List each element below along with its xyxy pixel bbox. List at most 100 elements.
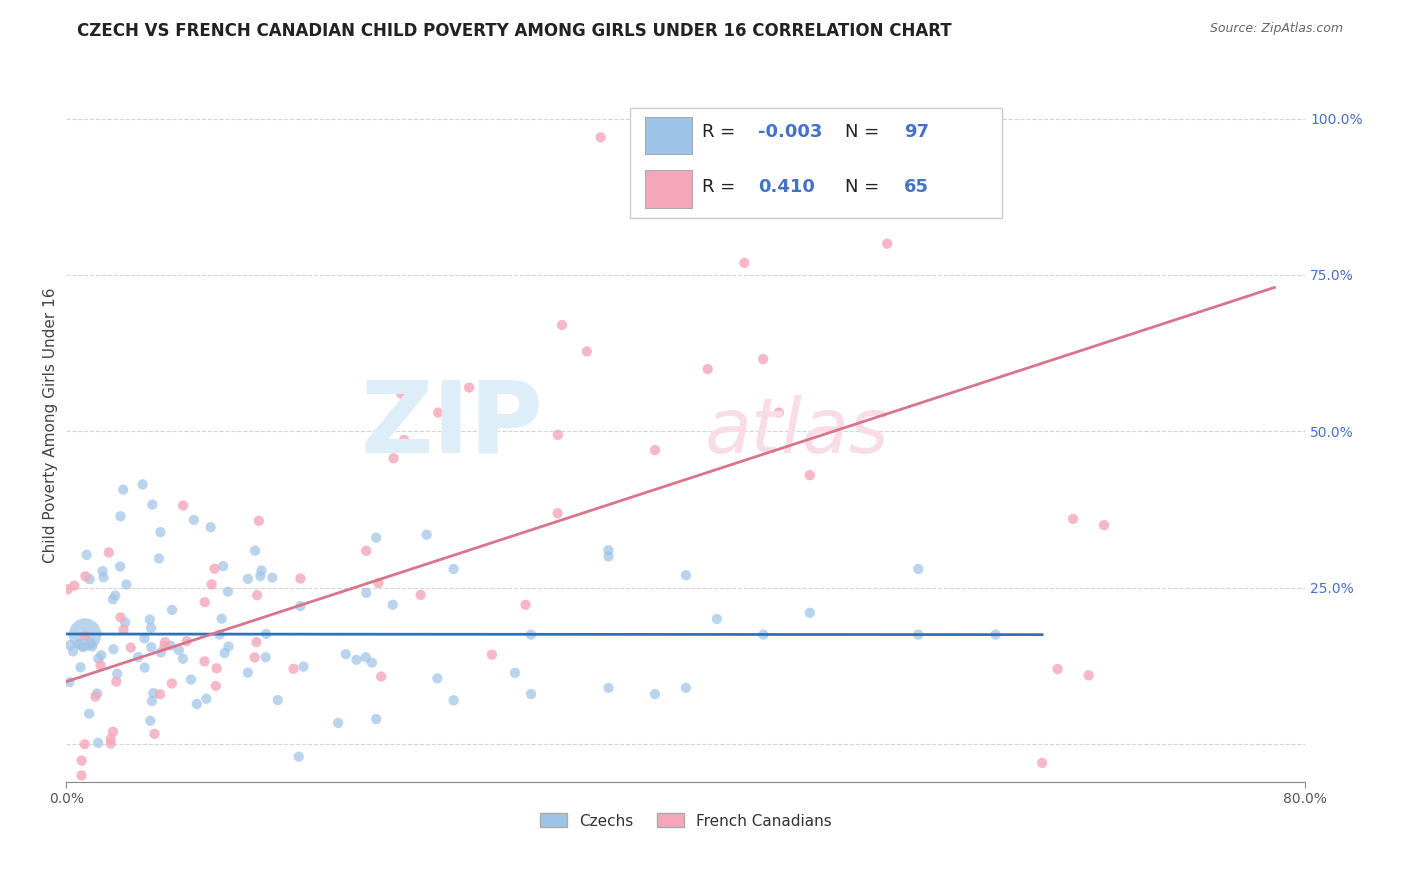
Point [254,650,277,665]
Point [131,477,153,491]
Point [172,499,194,513]
Point [110,610,132,624]
Point [82,640,104,654]
Point [79,572,101,586]
Point [86,686,108,700]
Point [90,648,112,662]
Point [67,637,90,651]
Point [112,623,135,637]
Y-axis label: Child Poverty Among Girls Under 16: Child Poverty Among Girls Under 16 [44,287,58,563]
Point [84,690,107,704]
Point [200,520,222,534]
Text: -0.003: -0.003 [758,123,823,142]
Point [575,344,598,359]
Point [1062,512,1084,526]
Point [366,712,388,726]
Point [1046,662,1069,676]
Point [120,640,142,655]
Point [907,562,929,576]
Point [328,715,350,730]
Point [160,676,183,690]
Point [415,527,437,541]
Point [520,687,543,701]
Point [706,612,728,626]
Point [598,543,620,558]
Point [101,592,124,607]
Point [799,606,821,620]
Point [799,468,821,483]
Point [114,615,136,630]
Point [58,675,80,690]
Point [361,656,384,670]
Point [100,731,122,746]
Point [481,648,503,662]
Point [73,629,96,643]
Point [520,627,543,641]
Point [193,655,215,669]
Point [134,632,156,646]
Point [598,681,620,695]
Point [458,380,481,394]
FancyBboxPatch shape [630,108,1002,219]
Point [290,572,312,586]
Point [243,650,266,665]
Point [149,687,172,701]
Point [287,749,309,764]
Point [183,513,205,527]
Point [56,582,79,597]
Point [768,406,790,420]
Point [142,686,165,700]
Point [141,694,163,708]
Point [262,571,284,585]
Point [176,634,198,648]
Point [70,754,93,768]
Point [153,640,176,654]
Text: 97: 97 [904,123,929,142]
Point [515,598,537,612]
Point [354,543,377,558]
Point [62,644,84,658]
Text: N =: N = [845,178,884,195]
Point [249,569,271,583]
Point [115,577,138,591]
Text: 65: 65 [904,178,929,195]
Point [366,531,388,545]
Point [409,588,432,602]
Text: ZIP: ZIP [360,376,544,474]
Text: R =: R = [702,123,741,142]
Point [243,543,266,558]
Point [247,514,270,528]
Point [1031,756,1053,770]
Point [443,562,465,576]
Point [208,627,231,641]
Point [367,576,389,591]
Point [100,737,122,751]
Point [139,621,162,635]
Point [636,130,658,145]
Point [245,635,267,649]
Point [644,443,666,458]
Point [186,697,208,711]
Point [201,577,224,591]
Point [149,645,172,659]
Point [87,736,110,750]
Point [153,635,176,649]
Point [290,599,312,614]
Point [389,386,412,401]
Point [134,660,156,674]
Point [143,727,166,741]
Point [73,737,96,751]
Point [141,498,163,512]
Point [93,570,115,584]
Point [876,236,898,251]
Point [246,588,269,602]
Point [141,640,163,655]
Point [204,679,226,693]
Text: R =: R = [702,178,741,195]
Point [644,687,666,701]
Point [214,646,236,660]
Point [127,650,149,665]
Point [139,613,162,627]
Point [589,130,612,145]
Text: 0.410: 0.410 [758,178,814,195]
